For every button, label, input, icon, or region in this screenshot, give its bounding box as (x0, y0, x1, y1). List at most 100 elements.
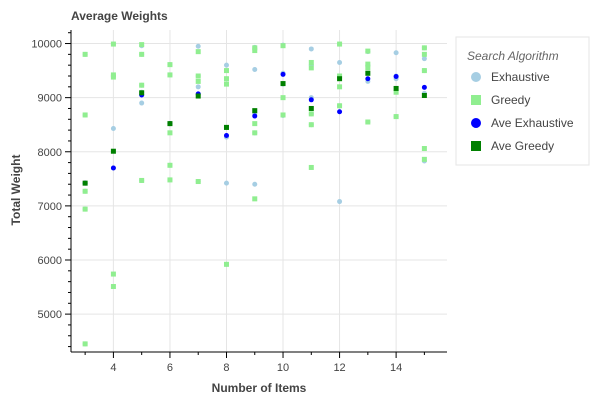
point-greedy (252, 48, 258, 54)
point-greedy (337, 84, 343, 90)
point-greedy (139, 82, 145, 88)
point-greedy (82, 206, 88, 212)
point-greedy (195, 179, 201, 185)
legend: Search Algorithm Exhaustive Greedy Ave Exh… (455, 36, 590, 166)
point-exhaustive (195, 84, 201, 90)
point-greedy (82, 188, 88, 194)
x-tick-label: 6 (167, 362, 173, 374)
point-greedy (337, 41, 343, 47)
point-greedy (421, 51, 427, 57)
point-ave-exhaustive (365, 76, 371, 82)
point-exhaustive (110, 125, 116, 131)
point-ave-greedy (82, 180, 88, 186)
legend-marker-greedy (471, 95, 481, 105)
point-ave-greedy (139, 90, 145, 96)
point-greedy (195, 73, 201, 79)
x-tick-label: 4 (110, 362, 116, 374)
point-greedy (280, 95, 286, 101)
x-axis-label: Number of Items (212, 381, 307, 395)
point-ave-greedy (308, 105, 314, 111)
y-tick-label: 5000 (38, 309, 62, 321)
point-greedy (82, 51, 88, 57)
point-exhaustive (223, 180, 229, 186)
point-ave-exhaustive (308, 97, 314, 103)
point-greedy (82, 341, 88, 347)
point-ave-exhaustive (110, 165, 116, 171)
x-tick-label: 10 (277, 362, 289, 374)
point-greedy (365, 61, 371, 67)
y-axis-label: Total Weight (9, 155, 23, 226)
point-greedy (223, 81, 229, 87)
point-greedy (167, 177, 173, 183)
point-exhaustive (252, 181, 258, 187)
legend-marker-ave-exhaustive (471, 118, 481, 128)
point-greedy (308, 59, 314, 65)
point-greedy (280, 43, 286, 49)
point-exhaustive (337, 199, 343, 205)
point-greedy (110, 74, 116, 80)
y-tick-label: 9000 (38, 93, 62, 105)
legend-label-greedy: Greedy (491, 93, 530, 107)
legend-label-ave-greedy: Ave Greedy (491, 139, 554, 153)
point-ave-greedy (421, 92, 427, 98)
legend-marker-ave-greedy (471, 141, 481, 151)
point-ave-greedy (167, 121, 173, 127)
point-greedy (139, 51, 145, 57)
point-greedy (139, 177, 145, 183)
legend-title: Search Algorithm (467, 49, 559, 63)
point-exhaustive (308, 46, 314, 52)
point-greedy (223, 76, 229, 82)
point-greedy (308, 164, 314, 170)
y-tick-label: 6000 (38, 255, 62, 267)
y-tick-label: 8000 (38, 147, 62, 159)
point-ave-greedy (365, 70, 371, 76)
x-tick-label: 14 (390, 362, 402, 374)
point-greedy (223, 261, 229, 267)
point-greedy (167, 162, 173, 168)
point-greedy (421, 156, 427, 162)
point-ave-greedy (337, 76, 343, 82)
chart-title: Average Weights (71, 9, 168, 23)
point-exhaustive (195, 43, 201, 49)
point-ave-exhaustive (421, 84, 427, 90)
point-greedy (393, 114, 399, 120)
point-ave-greedy (195, 93, 201, 99)
point-exhaustive (337, 59, 343, 65)
point-greedy (252, 130, 258, 136)
point-greedy (308, 122, 314, 128)
series-ave-greedy (82, 70, 427, 186)
y-tick-label: 7000 (38, 201, 62, 213)
point-greedy (195, 49, 201, 55)
legend-label-ave-exhaustive: Ave Exhaustive (491, 116, 574, 130)
point-greedy (252, 45, 258, 51)
point-greedy (421, 45, 427, 51)
data-points (82, 41, 427, 347)
point-greedy (421, 146, 427, 152)
point-ave-greedy (110, 148, 116, 154)
point-ave-exhaustive (337, 109, 343, 115)
point-exhaustive (252, 67, 258, 73)
point-greedy (252, 196, 258, 202)
point-greedy (280, 112, 286, 118)
axes: 4 6 8 10 12 14 5000 6000 7000 8000 9000 10000 (31, 30, 447, 374)
point-ave-greedy (223, 124, 229, 130)
point-greedy (110, 41, 116, 47)
point-exhaustive (139, 100, 145, 106)
legend-label-exhaustive: Exhaustive (491, 70, 550, 84)
point-greedy (167, 62, 173, 68)
point-greedy (110, 284, 116, 290)
point-greedy (223, 68, 229, 74)
point-ave-exhaustive (393, 74, 399, 80)
point-greedy (393, 89, 399, 95)
point-greedy (308, 111, 314, 117)
point-greedy (195, 78, 201, 84)
legend-marker-exhaustive (471, 72, 481, 82)
point-ave-exhaustive (280, 71, 286, 77)
point-greedy (252, 121, 258, 127)
point-ave-greedy (393, 85, 399, 91)
y-tick-label: 10000 (31, 39, 62, 51)
point-greedy (365, 119, 371, 125)
point-greedy (365, 48, 371, 54)
x-tick-label: 12 (333, 362, 345, 374)
